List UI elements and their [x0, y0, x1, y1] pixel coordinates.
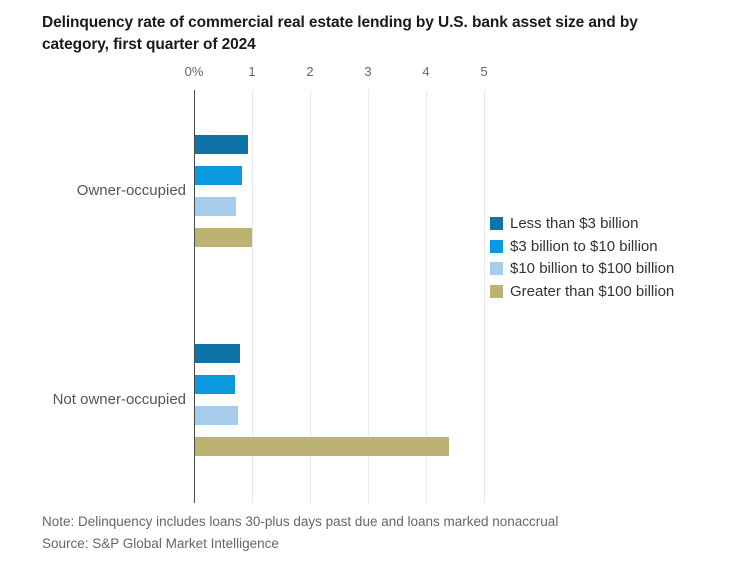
legend-label: $10 billion to $100 billion	[510, 260, 675, 277]
x-tick-label: 3	[364, 64, 372, 79]
legend-label: $3 billion to $10 billion	[510, 237, 658, 255]
x-gridline	[310, 90, 311, 503]
bar	[195, 375, 235, 394]
bar	[195, 437, 449, 456]
bar	[195, 344, 240, 363]
legend-swatch-icon	[490, 262, 503, 275]
x-gridline	[368, 90, 369, 503]
category-label: Owner-occupied	[76, 182, 186, 199]
bar	[195, 406, 238, 425]
x-tick-label: 0%	[184, 64, 204, 79]
legend-swatch-icon	[490, 284, 503, 298]
legend: Less than $3 billion $3 billion to $10 bi…	[490, 213, 676, 303]
x-gridline	[484, 90, 485, 503]
legend-label: Less than $3 billion	[510, 215, 639, 232]
category-label: Not owner-occupied	[52, 391, 186, 408]
legend-item: $10 billion to $100 billion	[490, 258, 676, 280]
x-tick-label: 2	[306, 64, 314, 79]
bar	[195, 197, 236, 216]
legend-label: Greater than $100 billion	[510, 282, 675, 300]
footnotes: Note: Delinquency includes loans 30-plus…	[42, 511, 702, 555]
legend-swatch-icon	[490, 217, 503, 230]
legend-item: Greater than $100 billion	[490, 281, 676, 303]
x-axis-zero-line	[193, 90, 195, 503]
x-gridline	[252, 90, 253, 503]
bar	[195, 228, 252, 247]
legend-item: $3 billion to $10 billion	[490, 236, 676, 258]
chart-title: Delinquency rate of commercial real esta…	[42, 14, 638, 53]
x-tick-label: 5	[480, 64, 488, 79]
x-tick-label: 4	[422, 64, 430, 79]
x-tick-label: 1	[248, 64, 256, 79]
source-text: Source: S&P Global Market Intelligence	[42, 536, 279, 551]
x-gridline	[426, 90, 427, 503]
note-text: Note: Delinquency includes loans 30-plus…	[42, 514, 559, 529]
legend-swatch-icon	[490, 239, 503, 253]
legend-item: Less than $3 billion	[490, 213, 676, 235]
bar	[195, 166, 242, 185]
bar	[195, 135, 248, 154]
